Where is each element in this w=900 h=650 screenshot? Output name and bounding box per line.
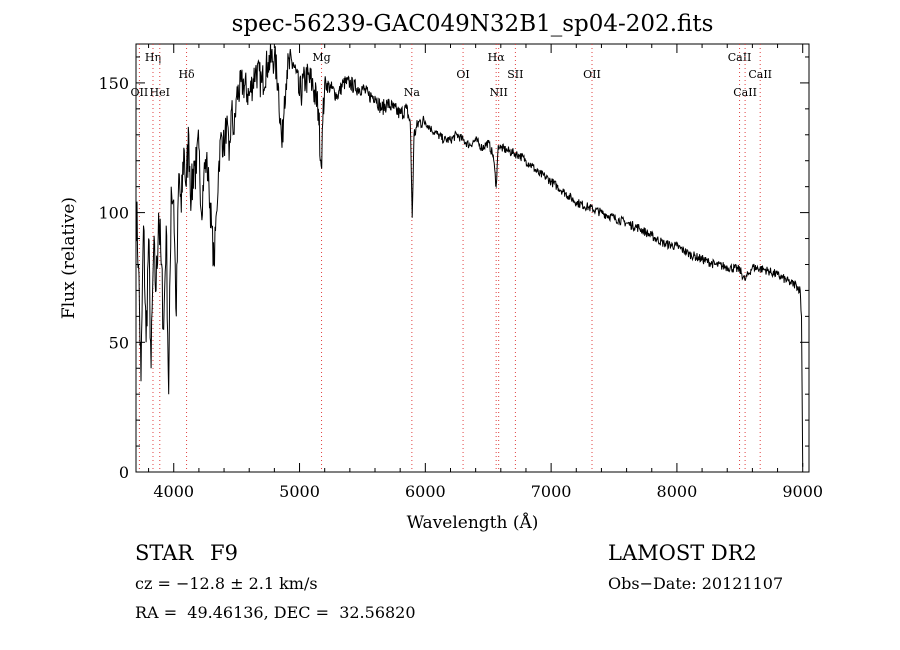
line-marker-label-6: OI	[456, 68, 469, 81]
line-marker-label-11: CaII	[728, 51, 752, 64]
line-marker-label-4: Mg	[312, 51, 330, 64]
line-marker-label-9: SII	[507, 68, 523, 81]
line-marker-label-10: OII	[583, 68, 601, 81]
y-tick-label-0: 0	[119, 463, 129, 482]
y-axis-label: Flux (relative)	[59, 197, 79, 319]
y-tick-label-2: 100	[98, 204, 129, 223]
x-tick-label-3: 7000	[531, 482, 572, 501]
x-tick-label-5: 9000	[782, 482, 823, 501]
object-subclass: F9	[210, 541, 238, 565]
line-marker-label-2: HeI	[150, 86, 170, 99]
survey-name: LAMOST DR2	[608, 541, 757, 565]
line-marker-label-3: Hδ	[178, 68, 195, 81]
y-tick-label-3: 150	[98, 74, 129, 93]
chart-title: spec-56239-GAC049N32B1_sp04-202.fits	[232, 11, 714, 37]
x-axis-label: Wavelength (Å)	[407, 512, 539, 533]
object-class: STAR	[135, 541, 194, 565]
x-tick-label-1: 5000	[279, 482, 320, 501]
plot-frame	[135, 43, 810, 473]
x-tick-label-0: 4000	[153, 482, 194, 501]
line-marker-label-0: Hη	[145, 51, 161, 64]
spectrum-chart: spec-56239-GAC049N32B1_sp04-202.fits Hη OI…	[59, 11, 823, 533]
x-tick-label-4: 8000	[657, 482, 698, 501]
x-tick-label-2: 6000	[405, 482, 446, 501]
spectrum-line	[136, 44, 804, 467]
line-marker-label-7: Hα	[488, 51, 506, 64]
line-marker-label-8: NII	[490, 86, 508, 99]
line-marker-label-5: Na	[404, 86, 421, 99]
coordinates-text: RA = 49.46136, DEC = 32.56820	[135, 603, 416, 622]
line-marker-label-13: CaII	[748, 68, 772, 81]
y-tick-label-1: 50	[109, 333, 129, 352]
line-marker-label-12: CaII	[733, 86, 757, 99]
obs-date-text: Obs−Date: 20121107	[608, 574, 784, 593]
redshift-text: cz = −12.8 ± 2.1 km/s	[135, 574, 318, 593]
line-marker-label-1: OII	[131, 86, 149, 99]
